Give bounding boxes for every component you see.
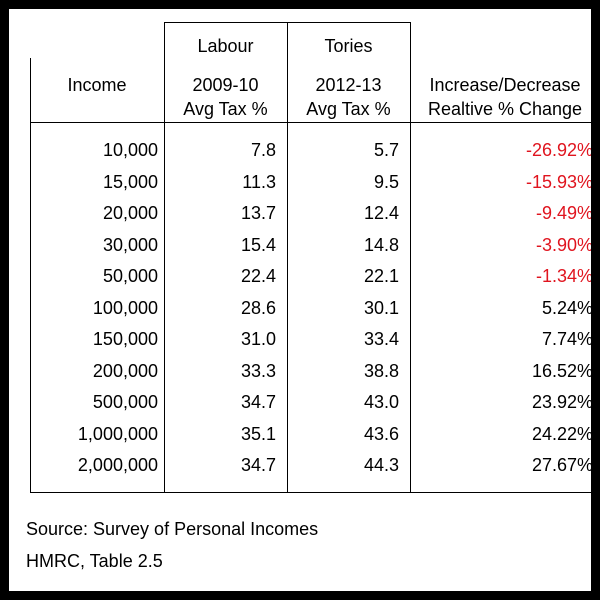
labour-avg-tax-cell: 28.6 (240, 298, 276, 318)
source-line-1: Source: Survey of Personal Incomes (26, 519, 319, 539)
header-separator (30, 122, 591, 123)
relative-change-cell: -15.93% (525, 172, 591, 192)
income-cell: 15,000 (102, 172, 158, 192)
tories-avg-tax-cell: 43.0 (363, 392, 399, 412)
relative-change-cell: -9.49% (535, 203, 591, 223)
labour-avg-tax-cell: 33.3 (240, 361, 276, 381)
labour-avg-tax-cell: 31.0 (240, 329, 276, 349)
header-tories-year: 2012-13 (315, 75, 382, 95)
relative-change-cell: 23.92% (531, 392, 591, 412)
labour-avg-tax-cell: 13.7 (240, 203, 276, 223)
header-labour-year: 2009-10 (192, 75, 259, 95)
divider-labour-tories (287, 22, 288, 492)
relative-change-cell: -3.90% (535, 235, 591, 255)
income-cell: 30,000 (102, 235, 158, 255)
labour-avg-tax-cell: 34.7 (240, 392, 276, 412)
header-labour-party: Labour (197, 36, 254, 56)
labour-avg-tax-cell: 34.7 (240, 455, 276, 475)
source-line-2: HMRC, Table 2.5 (26, 551, 163, 571)
relative-change-cell: 27.67% (531, 455, 591, 475)
tories-avg-tax-cell: 33.4 (363, 329, 399, 349)
income-cell: 50,000 (102, 266, 158, 286)
labour-avg-tax-cell: 7.8 (250, 140, 276, 160)
header-change-line2: Realtive % Change (427, 99, 583, 119)
page: Income Labour 2009-10 Avg Tax % Tories 2… (9, 9, 591, 591)
income-cell: 2,000,000 (77, 455, 158, 475)
tories-avg-tax-cell: 44.3 (363, 455, 399, 475)
income-cell: 500,000 (92, 392, 158, 412)
labour-avg-tax-cell: 15.4 (240, 235, 276, 255)
tax-comparison-table: Income Labour 2009-10 Avg Tax % Tories 2… (30, 22, 591, 493)
income-cell: 10,000 (102, 140, 158, 160)
header-change-line1: Increase/Decrease (429, 75, 581, 95)
table-left-border (30, 58, 31, 492)
relative-change-cell: 24.22% (531, 424, 591, 444)
tories-avg-tax-cell: 43.6 (363, 424, 399, 444)
labour-avg-tax-cell: 35.1 (240, 424, 276, 444)
source-note: Source: Survey of Personal Incomes HMRC,… (26, 519, 318, 583)
relative-change-cell: -1.34% (535, 266, 591, 286)
tories-avg-tax-cell: 38.8 (363, 361, 399, 381)
tories-avg-tax-cell: 12.4 (363, 203, 399, 223)
tories-avg-tax-cell: 9.5 (373, 172, 399, 192)
header-income: Income (67, 75, 127, 95)
income-cell: 100,000 (92, 298, 158, 318)
divider-tories-change (410, 22, 411, 492)
income-cell: 1,000,000 (77, 424, 158, 444)
tories-avg-tax-cell: 14.8 (363, 235, 399, 255)
relative-change-cell: -26.92% (525, 140, 591, 160)
income-cell: 200,000 (92, 361, 158, 381)
relative-change-cell: 16.52% (531, 361, 591, 381)
income-cell: 20,000 (102, 203, 158, 223)
tories-avg-tax-cell: 22.1 (363, 266, 399, 286)
table-bottom-border (30, 492, 591, 493)
relative-change-cell: 7.74% (541, 329, 591, 349)
labour-avg-tax-cell: 11.3 (242, 172, 276, 192)
tories-avg-tax-cell: 5.7 (373, 140, 399, 160)
header-tories-metric: Avg Tax % (306, 99, 391, 119)
income-cell: 150,000 (92, 329, 158, 349)
relative-change-cell: 5.24% (541, 298, 591, 318)
labour-avg-tax-cell: 22.4 (240, 266, 276, 286)
tories-avg-tax-cell: 30.1 (363, 298, 399, 318)
divider-income-labour (164, 22, 165, 492)
header-tories-party: Tories (324, 36, 373, 56)
header-labour-metric: Avg Tax % (183, 99, 268, 119)
